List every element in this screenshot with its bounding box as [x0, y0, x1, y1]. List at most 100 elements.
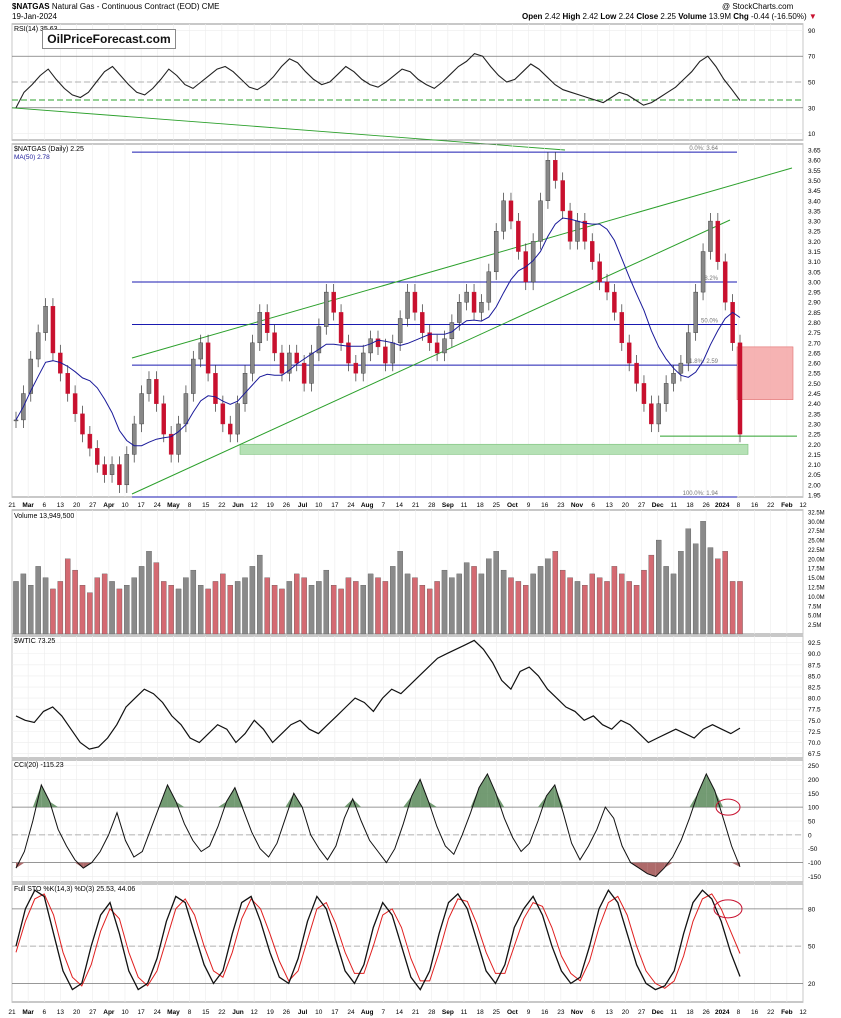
channel-lower-line [131, 219, 731, 495]
volume-bar [42, 577, 49, 635]
volume-bar [729, 581, 736, 635]
volume-bar [264, 577, 270, 635]
ohlc-summary: Open 2.42 High 2.42 Low 2.24 Close 2.25 … [522, 12, 817, 21]
x-axis-label: 9 [527, 502, 531, 509]
x-axis-label: Nov [571, 502, 584, 509]
cci-overbought-fill [167, 784, 176, 808]
wtic-axis-tick-label: 70.0 [808, 740, 821, 747]
volume-bar [101, 573, 108, 635]
x-axis-label: 21 [8, 1009, 16, 1016]
x-axis-label: Oct [507, 502, 519, 509]
x-axis-label: Dec [652, 1009, 664, 1016]
volume-bar [530, 573, 536, 635]
x-axis-label: 16 [751, 502, 759, 509]
x-axis-label: 15 [202, 502, 210, 509]
x-axis-label: 14 [396, 502, 404, 509]
candle [250, 342, 255, 374]
x-axis-label: 22 [218, 1009, 226, 1016]
x-axis-label: 20 [73, 1009, 81, 1016]
x-axis-label: 20 [73, 502, 81, 509]
price-tick-label: 2.50 [808, 381, 821, 388]
volume-bar [360, 585, 366, 635]
candle [368, 338, 373, 354]
volume-bar [301, 577, 307, 635]
candle [390, 342, 396, 364]
volume-bar [604, 581, 610, 635]
volume-bar [737, 581, 743, 635]
volume-tick-label: 22.5M [808, 548, 825, 554]
x-axis-label: Sep [442, 502, 454, 509]
volume-bar [190, 569, 197, 635]
volume-bar [197, 585, 204, 635]
candle [471, 291, 477, 313]
x-axis-label: 7 [381, 502, 385, 509]
candle [553, 160, 558, 181]
volume-bar [308, 585, 315, 635]
rsi-axis-tick-label: 90 [808, 28, 816, 35]
candle [131, 423, 137, 455]
volume-tick-label: 12.5M [808, 586, 825, 592]
rsi-axis-tick-label: 30 [808, 105, 816, 112]
low-value: 2.24 [618, 12, 635, 21]
price-tick-label: 3.60 [808, 158, 821, 165]
x-axis-label: 21 [8, 502, 16, 509]
rsi-legend: RSI(14) 35.63 [14, 26, 58, 33]
candle [28, 358, 34, 394]
candle [715, 220, 721, 262]
candle [287, 352, 292, 374]
x-axis-label: 16 [541, 1009, 549, 1016]
wtic-line [15, 639, 741, 750]
candle [516, 220, 521, 252]
volume-tick-label: 5.0M [808, 614, 821, 620]
price-legend: $NATGAS (Daily) 2.25 [14, 146, 84, 153]
candle [501, 200, 506, 232]
price-tick-label: 2.90 [808, 300, 821, 307]
x-axis-label: Apr [103, 1009, 115, 1016]
candle [530, 241, 536, 283]
x-axis-label: Dec [652, 502, 664, 509]
candle [102, 464, 107, 475]
x-axis-label: 10 [315, 1009, 323, 1016]
symbol: $NATGAS [12, 2, 50, 11]
x-axis-label: 9 [527, 1009, 531, 1016]
wtic-axis-tick-label: 92.5 [808, 640, 821, 647]
x-axis-label: 21 [412, 1009, 420, 1016]
x-axis-label: 20 [622, 1009, 630, 1016]
x-axis-label: 19 [267, 502, 275, 509]
volume-bar [722, 551, 728, 635]
volume-bar [552, 551, 559, 635]
volume-bar [434, 581, 440, 635]
x-axis-label: 11 [670, 1009, 677, 1016]
wtic-panel [11, 635, 804, 759]
volume-tick-label: 17.5M [808, 567, 825, 573]
wtic-axis-tick-label: 90.0 [808, 651, 821, 658]
price-tick-label: 3.45 [808, 188, 821, 195]
candle [154, 379, 159, 404]
price-tick-label: 2.70 [808, 340, 821, 347]
x-axis-label: 24 [347, 502, 355, 509]
x-axis-label: 12 [799, 502, 807, 509]
volume-bar [692, 543, 699, 635]
volume-bar [345, 577, 352, 635]
candle [560, 180, 565, 212]
x-axis-label: 15 [202, 1009, 210, 1016]
x-axis-label: Jul [298, 502, 308, 509]
wtic-axis-tick-label: 85.0 [808, 673, 821, 680]
candle [612, 291, 617, 313]
candle [316, 326, 322, 354]
x-axis-label: 17 [138, 1009, 146, 1016]
volume-bar [57, 581, 64, 635]
price-tick-label: 3.65 [808, 148, 821, 155]
rsi-trend-line [11, 107, 566, 151]
cci-axis-tick-label: 50 [808, 819, 816, 826]
candle [213, 373, 218, 404]
x-axis-label: Mar [22, 502, 34, 509]
candle [65, 373, 70, 394]
cci-overbought-fill [706, 773, 715, 808]
cci-overbought-fill [554, 784, 564, 808]
volume-bar [441, 569, 448, 635]
candle [242, 373, 248, 404]
x-axis-label: 27 [89, 1009, 97, 1016]
candle [634, 362, 639, 384]
volume-bar [168, 585, 174, 635]
